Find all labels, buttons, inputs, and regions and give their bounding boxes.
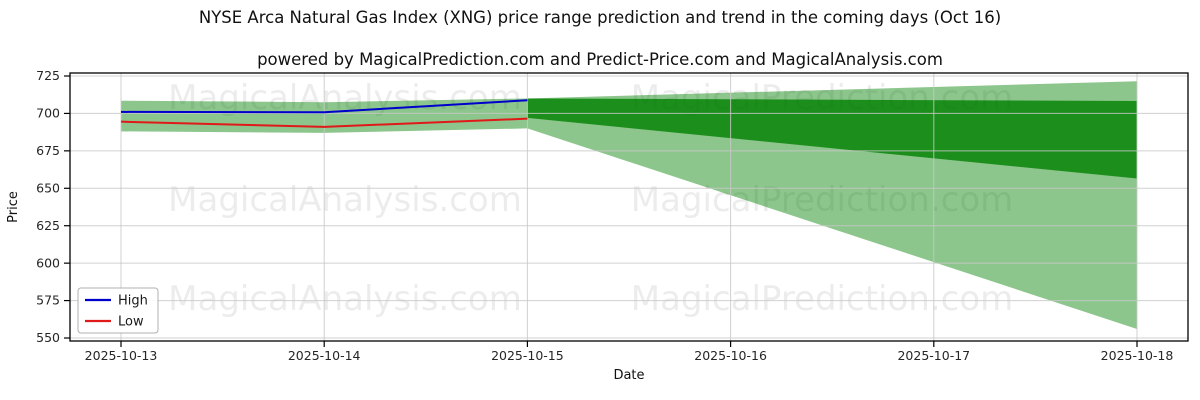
legend-label-low: Low: [118, 315, 144, 330]
y-tick-label: 675: [36, 143, 60, 158]
chart-title: NYSE Arca Natural Gas Index (XNG) price …: [198, 8, 1002, 27]
x-tick-label: 2025-10-17: [897, 348, 970, 363]
legend-label-high: High: [118, 294, 148, 309]
y-tick-label: 700: [36, 106, 60, 121]
gridlines: [70, 73, 1188, 341]
y-tick-label: 650: [36, 180, 60, 195]
y-tick-label: 575: [36, 293, 60, 308]
y-tick-label: 625: [36, 218, 60, 233]
y-tick-label: 600: [36, 255, 60, 270]
legend: High Low: [77, 287, 159, 334]
watermark-text: MagicalPrediction.com: [631, 180, 1014, 220]
x-tick-label: 2025-10-13: [85, 348, 158, 363]
band-prediction-inner-range: [527, 98, 1137, 179]
y-tick-label: 725: [36, 68, 60, 83]
low-line: [120, 117, 528, 128]
plot-frame: [69, 72, 1189, 342]
chart-subtitle: powered by MagicalPrediction.com and Pre…: [257, 50, 943, 69]
watermark-text: MagicalAnalysis.com: [168, 180, 522, 220]
x-tick-label: 2025-10-15: [491, 348, 564, 363]
watermark-text: MagicalAnalysis.com: [168, 279, 522, 319]
x-axis-label: Date: [613, 368, 644, 383]
y-axis-label: Price: [6, 191, 21, 223]
x-tick-label: 2025-10-18: [1101, 348, 1174, 363]
x-tick-label: 2025-10-16: [694, 348, 767, 363]
y-tick-label: 550: [36, 330, 60, 345]
watermark-text: MagicalPrediction.com: [631, 279, 1014, 319]
high-line: [120, 99, 528, 114]
tick-labels: 550 575 600 625 650 675 700 725 2025-10-13 2025-1…: [36, 68, 1173, 363]
x-tick-label: 2025-10-14: [288, 348, 361, 363]
